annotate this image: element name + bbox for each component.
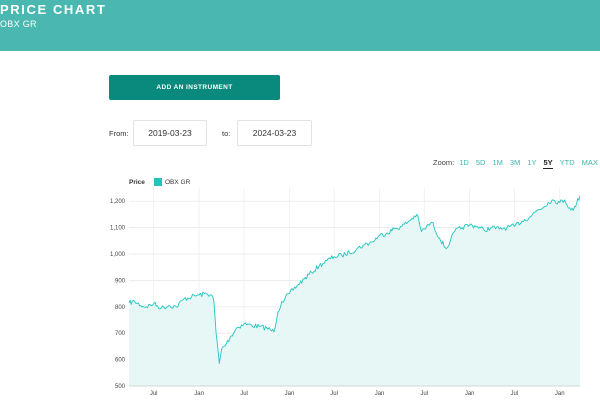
x-tick-label: Jan (465, 391, 475, 396)
to-label: to: (222, 129, 231, 138)
x-tick-label: Jul (150, 391, 158, 396)
x-tick-label: Jan (194, 391, 204, 396)
y-tick-label: 800 (115, 305, 126, 311)
zoom-max-button[interactable]: MAX (581, 158, 598, 167)
legend-swatch (154, 178, 162, 186)
zoom-1y-button[interactable]: 1Y (527, 158, 537, 167)
page-header: PRICE CHART OBX GR (0, 0, 600, 51)
x-tick-label: Jan (285, 391, 295, 396)
zoom-3m-button[interactable]: 3M (509, 158, 521, 167)
to-date-input[interactable] (237, 120, 312, 146)
y-tick-label: 1,200 (110, 199, 126, 205)
x-tick-label: Jul (420, 391, 428, 396)
price-chart-svg[interactable]: 500 600 700 800 900 1,000 1,100 1,200 Jul Jan Jul J… (105, 186, 585, 396)
zoom-5y-button[interactable]: 5Y (543, 158, 553, 169)
from-date-input[interactable] (133, 120, 207, 146)
x-tick-label: Jul (511, 391, 519, 396)
y-tick-label: 1,000 (110, 252, 126, 258)
chart-legend[interactable]: OBX GR (154, 178, 190, 186)
y-tick-label: 700 (115, 331, 126, 337)
page-title: PRICE CHART (0, 2, 107, 17)
y-tick-label: 600 (115, 358, 126, 364)
zoom-5d-button[interactable]: 5D (475, 158, 486, 167)
zoom-1d-button[interactable]: 1D (459, 158, 469, 167)
add-instrument-button[interactable]: ADD AN INSTRUMENT (109, 75, 280, 100)
legend-label: OBX GR (165, 178, 191, 186)
price-label: Price (129, 179, 145, 186)
series-line (128, 195, 581, 365)
series-area (129, 195, 580, 386)
price-chart[interactable]: 500 600 700 800 900 1,000 1,100 1,200 Jul Jan Jul J… (105, 186, 585, 396)
y-tick-label: 900 (115, 278, 126, 284)
x-tick-label: Jul (240, 391, 248, 396)
zoom-1m-button[interactable]: 1M (492, 158, 503, 167)
zoom-selector: Zoom: 1D 5D 1M 3M 1Y 5Y YTD MAX (433, 158, 598, 172)
x-tick-label: Jul (330, 391, 338, 396)
y-tick-label: 1,100 (110, 226, 126, 232)
x-tick-label: Jan (375, 391, 385, 396)
from-label: From: (109, 129, 129, 138)
x-tick-label: Jan (555, 391, 565, 396)
page-subtitle: OBX GR (0, 19, 37, 29)
y-tick-label: 500 (115, 384, 126, 390)
zoom-label: Zoom: (433, 158, 455, 167)
zoom-ytd-button[interactable]: YTD (559, 158, 575, 167)
